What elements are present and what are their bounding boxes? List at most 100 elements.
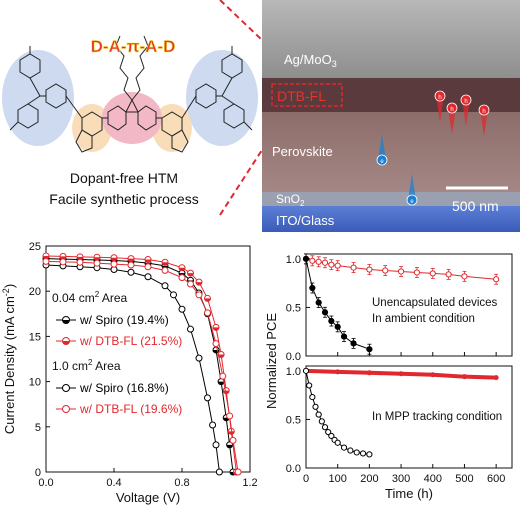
stability-point [306,382,313,389]
jv-legend-marker [62,405,70,413]
stability-chart: 0.0 0.5 1.0 Unencapsulated devices In ambien… [262,232,520,510]
jv-series-line [45,264,220,473]
jv-point [59,258,67,266]
carrier-label: h [438,95,441,101]
stability-point [347,447,354,454]
stability-point [430,372,436,378]
stability-line [305,258,370,350]
stability-point [321,259,329,266]
molecule-structure-drawing: D-A-π-A-D Dopant-free HTM Facile synthet… [2,0,263,216]
jv-x-tick-label: 0.8 [174,477,189,489]
stability-point [318,418,325,425]
stability-point [325,428,332,436]
jv-x-tick-label: 0.4 [106,477,121,489]
stability-point [359,450,367,457]
zoom-link-line-bottom [219,149,263,216]
stability-point [340,333,348,340]
carrier-trail [378,134,386,160]
stability-x-tick-label: 0 [303,473,309,485]
jv-point-fill [60,256,66,260]
scale-bar-label: 500 nm [452,198,499,214]
jv-point-fill [94,257,100,261]
ag-moo3-layer [262,0,520,78]
jv-point [127,261,135,269]
jv-y-tick-label: 20 [29,286,41,298]
sem-cross-section-panel: Ag/MoO3 DTB-FL Perovskite SnO2 ITO/Glass… [262,0,520,232]
jv-point-fill [111,257,117,261]
stability-point [321,309,329,316]
molecule-structure-panel: D-A-π-A-D Dopant-free HTM Facile synthet… [0,0,263,232]
jv-point-fill [218,354,225,358]
carrier-trail [408,174,416,200]
jv-point-fill [218,381,225,385]
stability-y-axis-label: Normalized PCE [264,313,279,409]
carrier-label: h [450,107,453,113]
jv-point [212,441,220,449]
jv-point [144,263,152,271]
stability-point [328,317,335,325]
stability-point [302,255,310,262]
carrier-hole [446,102,458,114]
stability-annotation-line1: In MPP tracking condition [372,411,502,423]
stability-annotation-line2: In ambient condition [372,313,475,325]
stability-y-tick-label: 0.5 [286,302,301,314]
stability-point [309,257,316,264]
stability-point [334,323,341,330]
stability-y-tick-label: 0.0 [286,351,301,363]
jv-point [144,273,152,281]
jv-legend-label: w/ DTB-FL (21.5%) [79,334,182,348]
jv-point-fill [77,256,83,260]
charge-carriers: e e h h h h [376,90,490,206]
stability-y-tick-label: 0.0 [286,463,301,475]
jv-point-fill [223,390,230,394]
stability-series-1-1 [302,367,373,458]
jv-legend-marker [62,384,70,392]
perovskite-layer [262,112,520,192]
acceptor-highlight-left [72,104,112,152]
zoom-link-line-top [219,0,263,41]
jv-point-fill [213,327,219,331]
stability-point [334,439,341,446]
stability-point [461,273,468,280]
jv-point [229,436,237,444]
stability-x-axis-label: Time (h) [385,486,433,501]
jv-point-fill [196,282,202,286]
jv-point [93,259,101,267]
jv-point [76,258,84,266]
jv-point [195,291,203,299]
jv-point [161,266,169,274]
stability-point [413,269,421,276]
jv-point [204,394,211,402]
carrier-electron [406,194,418,206]
stability-point [350,340,357,347]
carrier-trail [462,100,470,126]
jv-chart-svg: 0.0 0.4 0.8 1.2 0 5 10 15 20 25 0.04 cm2 Area w/ S… [1,241,258,505]
stability-x-tick-label: 200 [360,473,378,485]
caption-line-2: Facile synthetic process [49,191,198,207]
jv-legend-group-label: 1.0 cm2 Area [52,358,121,373]
layer-label-htm: DTB-FL [277,88,326,104]
stability-point [309,284,316,292]
layer-label-substrate: ITO/Glass [276,213,335,228]
jv-point [127,268,135,276]
carrier-label: h [464,99,467,105]
stability-x-tick-label: 400 [424,473,442,485]
jv-point-fill [226,444,233,448]
jv-plot-frame [45,245,251,473]
jv-point [209,421,217,429]
jv-x-tick-label: 0.0 [38,477,53,489]
jv-point [178,305,186,313]
carrier-trail [448,108,456,134]
stability-point [366,451,373,458]
jv-point [215,468,223,476]
jv-series-2 [42,261,223,476]
jv-point [161,282,169,290]
stability-point [397,268,405,275]
stability-point [366,346,373,353]
jv-series-3 [42,257,242,476]
jv-x-axis-label: Voltage (V) [116,490,180,505]
carrier-label: h [482,109,485,115]
stability-point [366,370,372,376]
carrier-hole [478,104,490,116]
stability-x-tick-label: 100 [329,473,347,485]
